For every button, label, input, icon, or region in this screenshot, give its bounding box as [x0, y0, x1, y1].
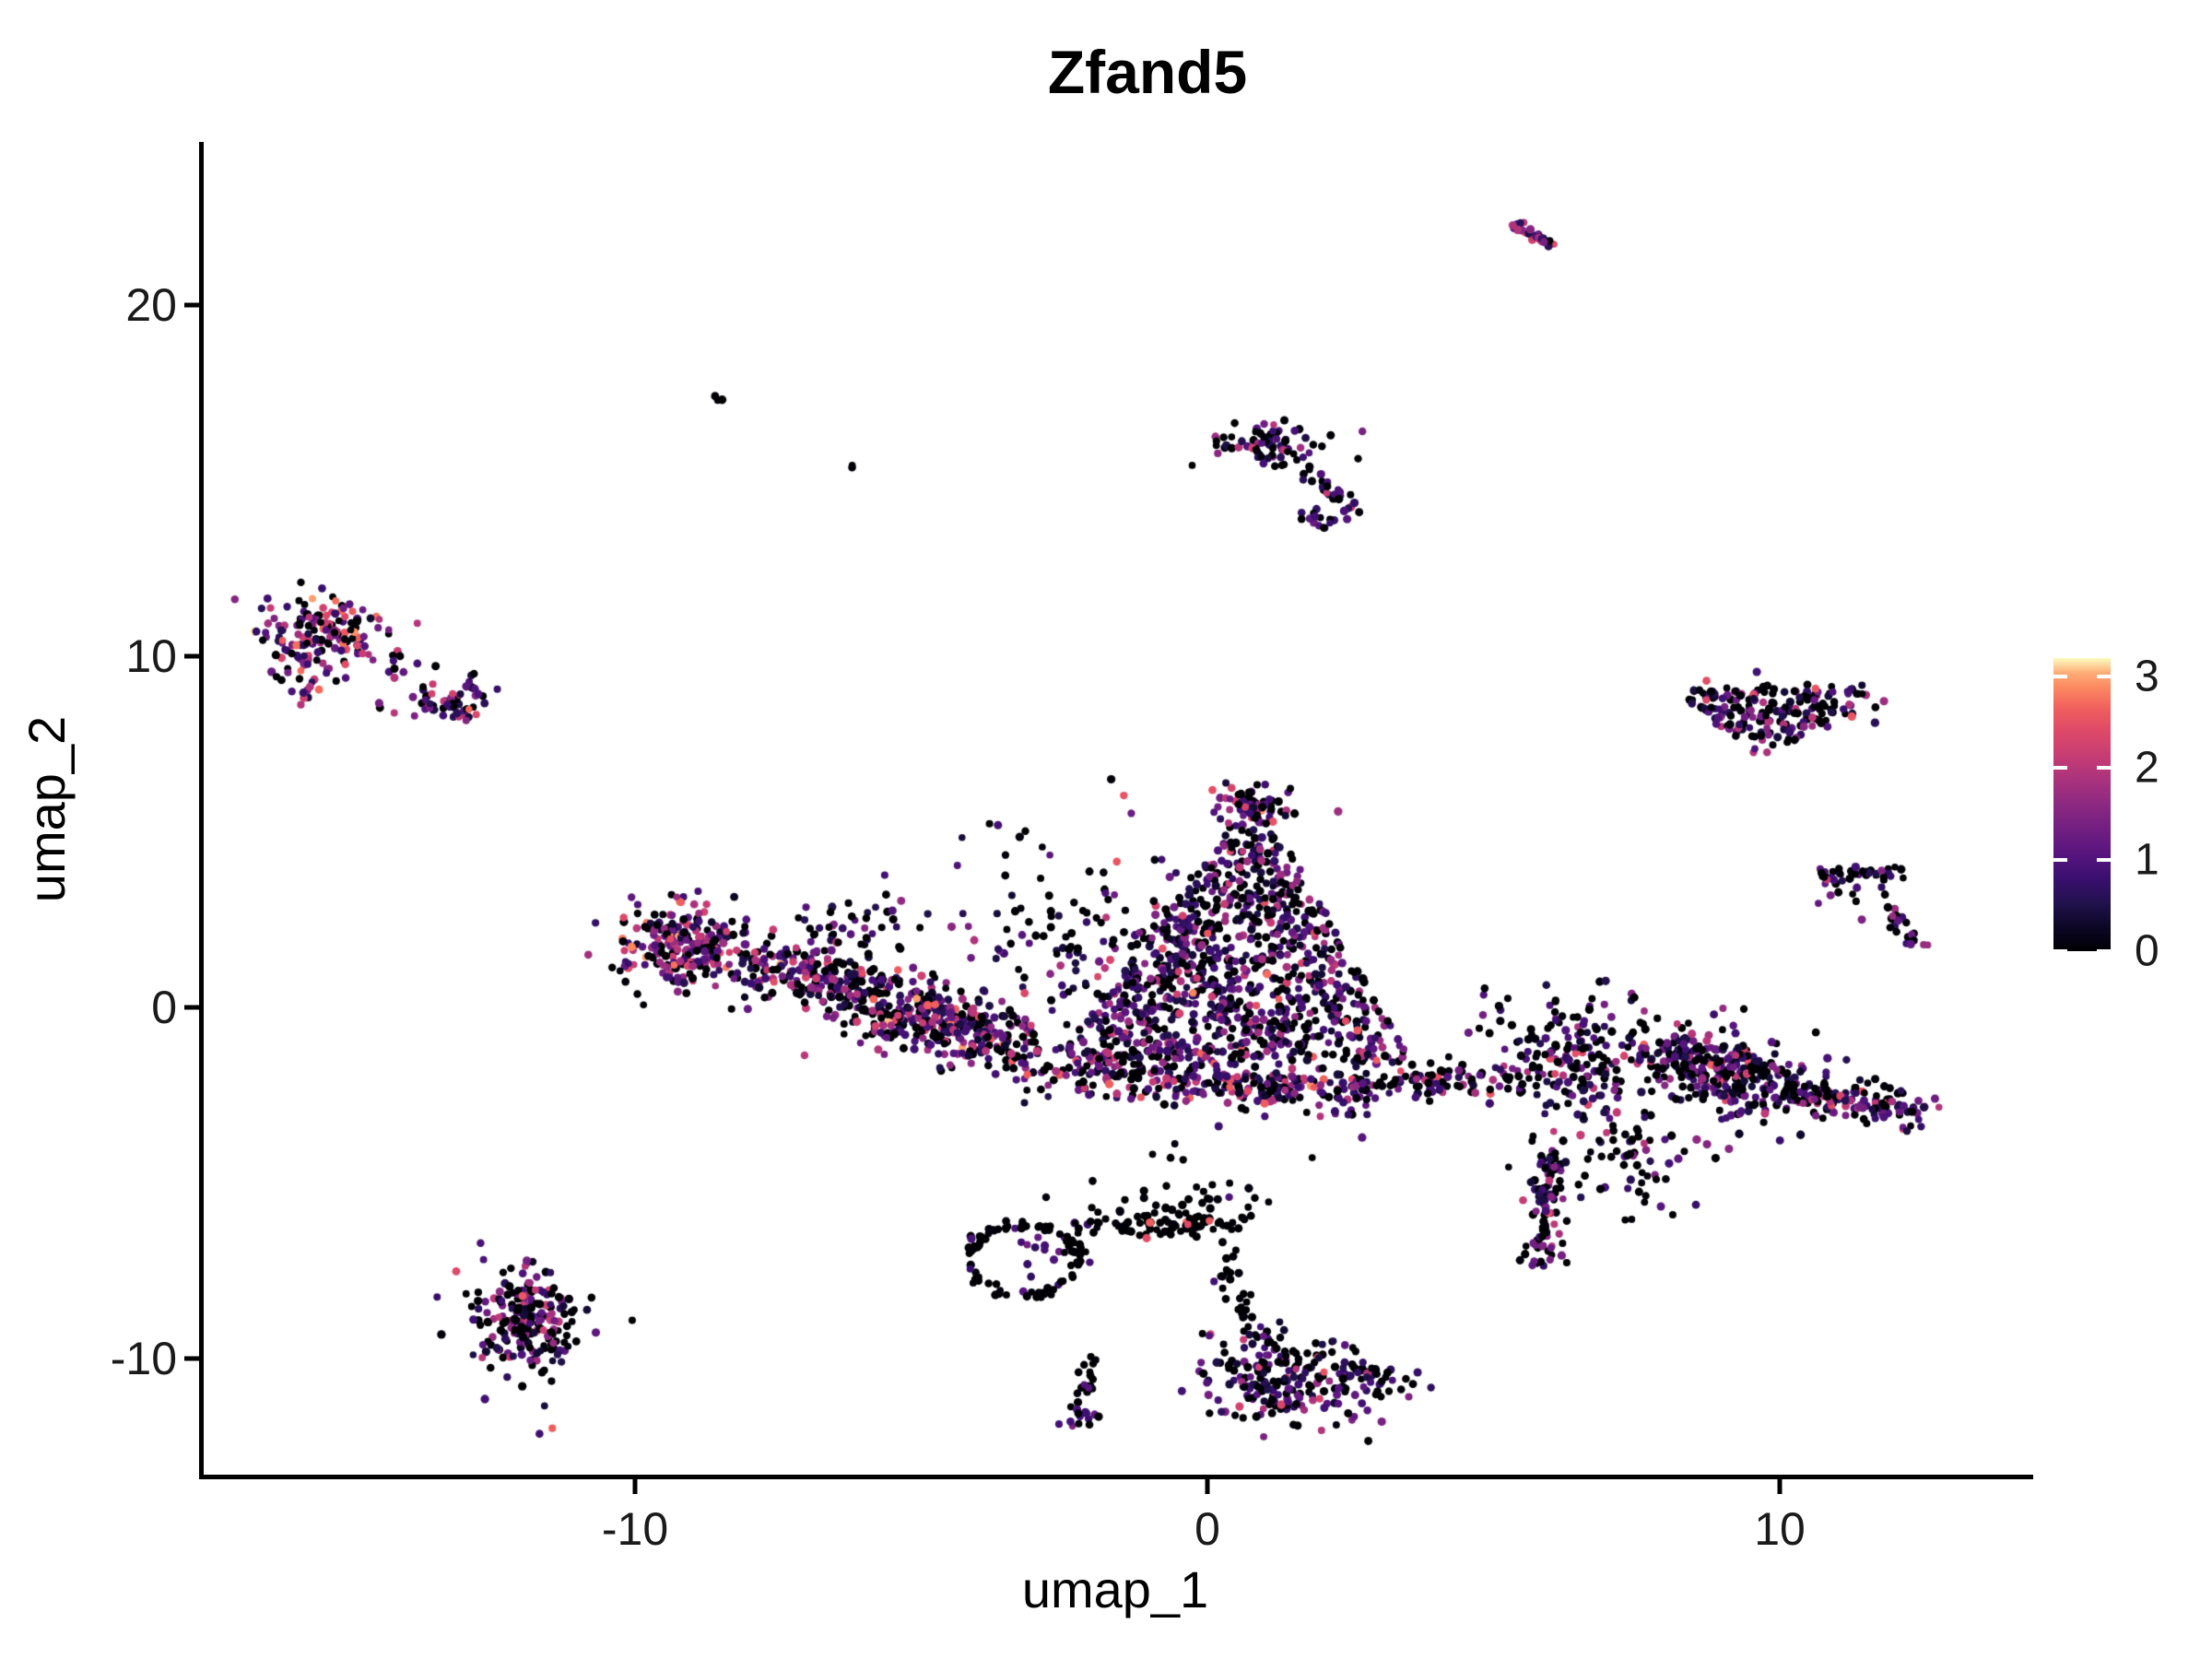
colorbar-label: 2 [2135, 743, 2159, 793]
y-axis-title: umap_2 [18, 715, 76, 903]
y-tick-mark [184, 1356, 200, 1361]
plot-title: Zfand5 [1047, 38, 1248, 106]
x-axis-title: umap_1 [1021, 1560, 1209, 1618]
colorbar-label: 0 [2135, 926, 2159, 976]
x-tick-mark [1205, 1478, 1210, 1494]
colorbar-tick-mark [2053, 674, 2067, 678]
umap-scatter-canvas [203, 142, 2030, 1475]
y-tick-label: 20 [125, 279, 177, 331]
x-tick-label: -10 [601, 1503, 669, 1555]
y-axis-line [199, 142, 204, 1478]
colorbar-tick-mark [2053, 949, 2067, 953]
y-tick-mark [184, 1005, 200, 1010]
y-tick-label: 0 [151, 982, 177, 1033]
y-tick-mark [184, 302, 200, 308]
colorbar-tick-mark [2053, 766, 2067, 771]
colorbar-label: 3 [2135, 652, 2159, 701]
colorbar-tick-mark [2097, 674, 2111, 678]
x-tick-label: 10 [1754, 1503, 1806, 1555]
y-tick-mark [184, 653, 200, 659]
colorbar-tick-mark [2053, 857, 2067, 862]
colorbar-tick-mark [2097, 766, 2111, 771]
x-tick-mark [1777, 1478, 1783, 1494]
colorbar-label: 1 [2135, 835, 2159, 885]
colorbar-tick-mark [2097, 949, 2111, 953]
x-tick-label: 0 [1194, 1503, 1220, 1555]
y-tick-label: 10 [125, 630, 177, 682]
expression-colorbar [2053, 658, 2111, 951]
x-tick-mark [632, 1478, 638, 1494]
y-tick-label: -10 [110, 1333, 177, 1384]
colorbar-tick-mark [2097, 857, 2111, 862]
x-axis-line [199, 1475, 2033, 1479]
